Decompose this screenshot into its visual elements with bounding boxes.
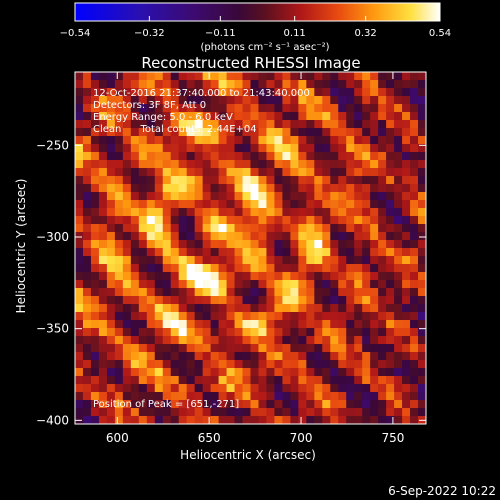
annotation-time: 12-Oct-2016 21:37:40.000 to 21:43:40.000 bbox=[93, 88, 310, 99]
chart-title: Reconstructed RHESSI Image bbox=[141, 54, 360, 72]
colorbar-ramp bbox=[74, 2, 441, 22]
colorbar: −0.54 −0.32 −0.11 0.11 0.32 0.54 (photons cm⁻… bbox=[60, 2, 451, 53]
colorbar-tick-label: −0.32 bbox=[134, 28, 165, 39]
colorbar-tick-label: 0.54 bbox=[429, 28, 451, 39]
colorbar-tick-label: 0.32 bbox=[355, 28, 377, 39]
plot-area: 600 650 700 750 −250 −300 −350 −400 bbox=[36, 71, 427, 445]
annotation-detectors: Detectors: 3F 8F, Att 0 bbox=[93, 100, 206, 111]
x-axis-label: Heliocentric X (arcsec) bbox=[180, 448, 316, 462]
colorbar-tick-label: 0.11 bbox=[284, 28, 306, 39]
y-tick-label: −400 bbox=[36, 413, 69, 427]
heatmap-image bbox=[75, 72, 427, 425]
x-tick-label: 650 bbox=[198, 431, 221, 445]
colorbar-tick-label: −0.54 bbox=[60, 28, 91, 39]
annotation-counts: Clean Total counts: 2.44E+04 bbox=[93, 124, 257, 135]
y-tick-label: −350 bbox=[36, 322, 69, 336]
footer-date: 6-Sep-2022 10:22 bbox=[388, 484, 496, 498]
y-tick-label: −300 bbox=[36, 230, 69, 244]
annotation-block: 12-Oct-2016 21:37:40.000 to 21:43:40.000… bbox=[93, 88, 310, 135]
y-axis-label: Heliocentric Y (arcsec) bbox=[14, 179, 28, 314]
annotation-energy: Energy Range: 5.0 - 6.0 keV bbox=[93, 112, 233, 123]
x-tick-label: 750 bbox=[381, 431, 404, 445]
plot-frame bbox=[74, 71, 427, 425]
y-tick-label: −250 bbox=[36, 138, 69, 152]
colorbar-units: (photons cm⁻² s⁻¹ asec⁻²) bbox=[200, 42, 329, 53]
peak-position-label: Position of Peak = [651,-271] bbox=[93, 399, 239, 410]
x-tick-label: 600 bbox=[106, 431, 129, 445]
x-tick-label: 700 bbox=[290, 431, 313, 445]
colorbar-tick-label: −0.11 bbox=[205, 28, 236, 39]
